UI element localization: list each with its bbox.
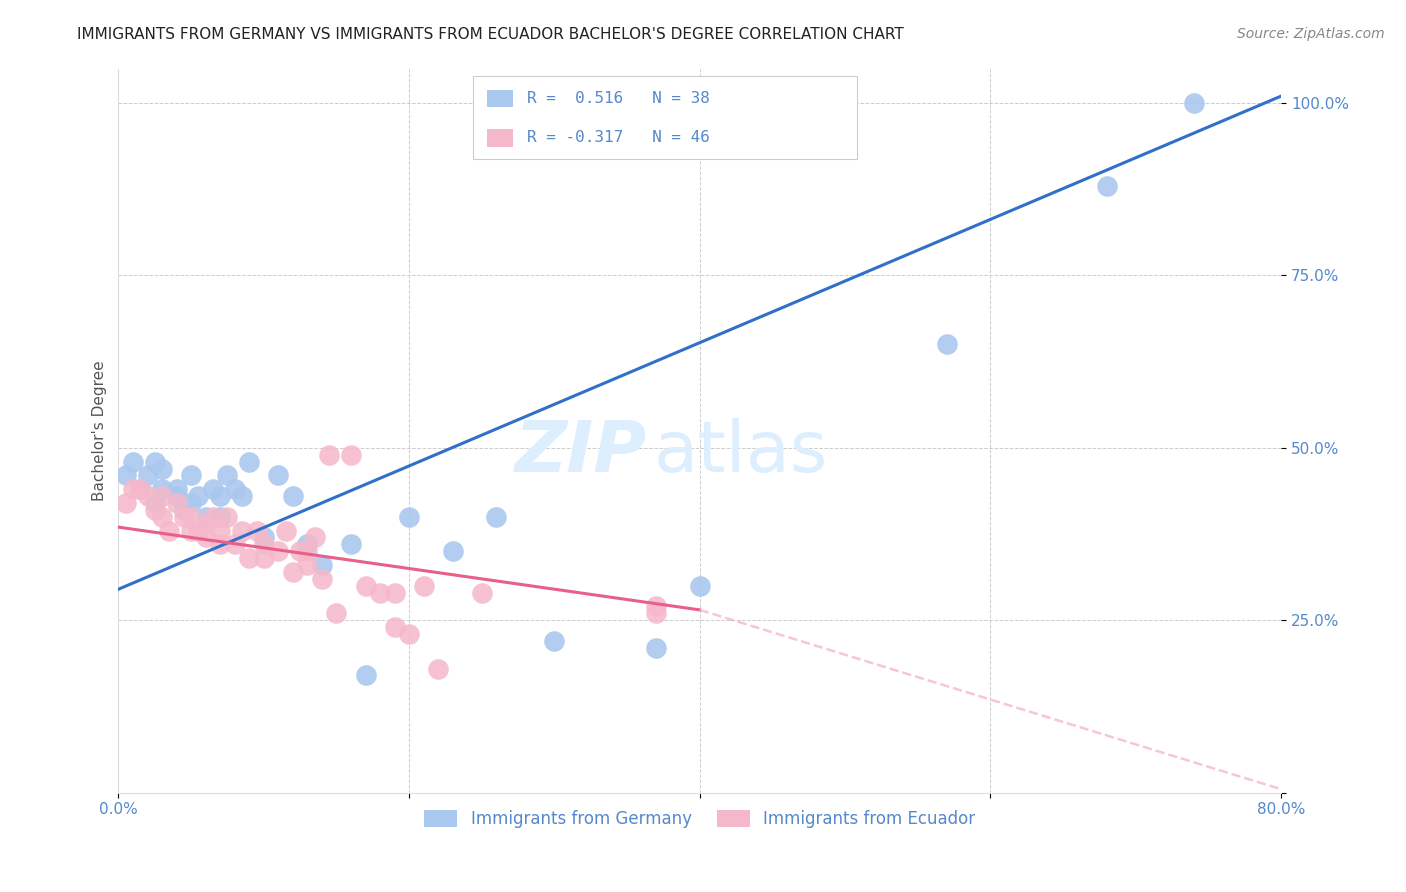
Point <box>217 468 239 483</box>
Point <box>238 551 260 566</box>
Text: ZIP: ZIP <box>515 417 647 487</box>
Point <box>209 524 232 538</box>
Point <box>645 640 668 655</box>
Point <box>311 572 333 586</box>
Point <box>150 482 173 496</box>
Point <box>150 489 173 503</box>
Point <box>297 558 319 572</box>
Point <box>689 579 711 593</box>
Point <box>180 524 202 538</box>
Point <box>543 634 565 648</box>
Point <box>224 537 246 551</box>
Point <box>485 509 508 524</box>
Point <box>340 537 363 551</box>
Point <box>318 448 340 462</box>
Point <box>209 509 232 524</box>
Point <box>281 489 304 503</box>
Point <box>245 524 267 538</box>
Point <box>441 544 464 558</box>
Point <box>288 544 311 558</box>
Point <box>384 620 406 634</box>
Point <box>122 455 145 469</box>
Point <box>224 482 246 496</box>
Point <box>194 509 217 524</box>
Point <box>354 668 377 682</box>
Point <box>166 489 188 503</box>
Point <box>143 496 166 510</box>
Point <box>143 503 166 517</box>
Point <box>471 585 494 599</box>
Point <box>253 551 276 566</box>
Point <box>173 509 195 524</box>
Point <box>304 531 326 545</box>
Point <box>150 509 173 524</box>
Point <box>1095 178 1118 193</box>
Point <box>368 585 391 599</box>
Point <box>129 482 152 496</box>
Point <box>136 489 159 503</box>
Point <box>187 489 209 503</box>
Point <box>645 599 668 614</box>
Point <box>384 585 406 599</box>
Point <box>150 461 173 475</box>
Point <box>311 558 333 572</box>
Point <box>274 524 297 538</box>
Point <box>180 468 202 483</box>
Point <box>122 482 145 496</box>
Point <box>398 627 420 641</box>
Point <box>114 468 136 483</box>
Point <box>267 544 290 558</box>
Point <box>267 468 290 483</box>
Point <box>427 661 450 675</box>
Point <box>238 455 260 469</box>
Point <box>180 509 202 524</box>
Point <box>187 524 209 538</box>
Point <box>157 524 180 538</box>
Point <box>143 455 166 469</box>
Point <box>129 482 152 496</box>
Text: Source: ZipAtlas.com: Source: ZipAtlas.com <box>1237 27 1385 41</box>
Point <box>325 607 347 621</box>
Point <box>354 579 377 593</box>
Point <box>398 509 420 524</box>
Point <box>194 516 217 531</box>
Text: R =  0.516   N = 38: R = 0.516 N = 38 <box>526 91 710 106</box>
Point <box>1182 95 1205 110</box>
Legend: Immigrants from Germany, Immigrants from Ecuador: Immigrants from Germany, Immigrants from… <box>418 804 983 835</box>
Point <box>201 482 224 496</box>
Point <box>180 496 202 510</box>
Text: IMMIGRANTS FROM GERMANY VS IMMIGRANTS FROM ECUADOR BACHELOR'S DEGREE CORRELATION: IMMIGRANTS FROM GERMANY VS IMMIGRANTS FR… <box>77 27 904 42</box>
Point <box>114 496 136 510</box>
Point <box>217 509 239 524</box>
Y-axis label: Bachelor's Degree: Bachelor's Degree <box>93 360 107 501</box>
Point <box>297 544 319 558</box>
Point <box>297 537 319 551</box>
Point <box>340 448 363 462</box>
Point <box>935 337 957 351</box>
Point <box>201 509 224 524</box>
Point <box>136 468 159 483</box>
Point <box>645 607 668 621</box>
Point <box>166 482 188 496</box>
Point <box>231 524 253 538</box>
Point <box>209 489 232 503</box>
Point <box>253 537 276 551</box>
Point <box>412 579 434 593</box>
Point <box>253 531 276 545</box>
Point <box>166 496 188 510</box>
Text: atlas: atlas <box>654 417 828 487</box>
Point <box>281 565 304 579</box>
Text: R = -0.317   N = 46: R = -0.317 N = 46 <box>526 130 710 145</box>
Point <box>194 531 217 545</box>
Point <box>173 503 195 517</box>
Bar <box>486 129 513 146</box>
Point <box>209 537 232 551</box>
Point <box>231 489 253 503</box>
Bar <box>486 90 513 107</box>
FancyBboxPatch shape <box>472 76 856 159</box>
